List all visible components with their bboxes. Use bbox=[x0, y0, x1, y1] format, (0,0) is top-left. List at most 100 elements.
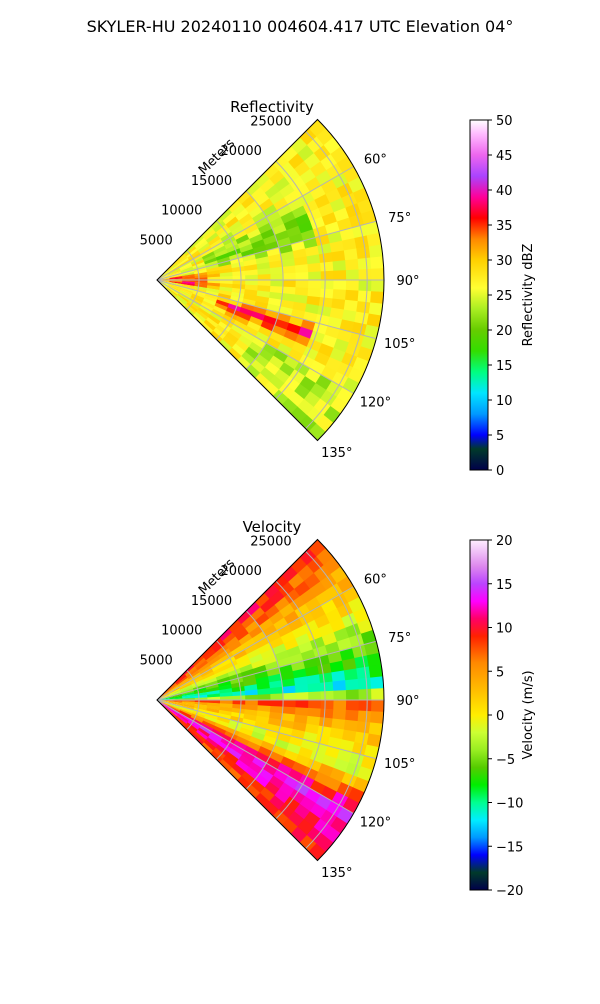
velocity-cell bbox=[206, 686, 220, 693]
velocity-cell bbox=[308, 539, 327, 558]
velocity-cell bbox=[284, 588, 301, 605]
reflectivity-cell bbox=[320, 270, 335, 281]
reflectivity-cell bbox=[260, 228, 276, 240]
reflectivity-cell bbox=[207, 280, 221, 284]
reflectivity-cell bbox=[192, 261, 206, 269]
reflectivity-cell bbox=[188, 298, 202, 308]
reflectivity-cell bbox=[366, 313, 382, 329]
velocity-cell bbox=[264, 583, 280, 600]
velocity-cell bbox=[329, 660, 345, 674]
velocity-range-label: 15000 bbox=[191, 594, 232, 609]
velocity-cell bbox=[345, 689, 360, 702]
velocity-cell bbox=[333, 690, 347, 701]
velocity-cell bbox=[176, 675, 189, 686]
velocity-colorbar-tick-label: 20 bbox=[496, 534, 513, 549]
velocity-cell bbox=[343, 719, 359, 733]
velocity-cell bbox=[282, 706, 297, 716]
reflectivity-cell bbox=[289, 175, 306, 192]
velocity-cell bbox=[185, 665, 197, 677]
velocity-cell bbox=[168, 705, 181, 712]
reflectivity-cell bbox=[313, 351, 331, 367]
reflectivity-cell bbox=[249, 233, 264, 245]
velocity-cell bbox=[305, 665, 320, 678]
reflectivity-cell bbox=[199, 305, 213, 315]
velocity-cell bbox=[192, 733, 205, 746]
velocity-cell bbox=[269, 686, 284, 695]
reflectivity-cell bbox=[192, 291, 206, 299]
reflectivity-cell bbox=[370, 291, 384, 305]
reflectivity-cell bbox=[273, 197, 289, 212]
reflectivity-cell bbox=[257, 326, 273, 339]
velocity-cell bbox=[181, 692, 195, 697]
velocity-cell bbox=[307, 682, 322, 693]
reflectivity-cell bbox=[360, 335, 377, 352]
velocity-cell bbox=[309, 780, 326, 796]
reflectivity-cell bbox=[345, 202, 362, 219]
reflectivity-azimuth-line bbox=[156, 279, 377, 340]
reflectivity-cell bbox=[230, 291, 245, 299]
velocity-cell bbox=[168, 703, 182, 710]
reflectivity-colorbar-tick-label: 15 bbox=[496, 359, 513, 374]
reflectivity-cell bbox=[192, 235, 205, 247]
velocity-cell bbox=[260, 598, 276, 614]
velocity-cell bbox=[203, 649, 217, 661]
reflectivity-cell bbox=[213, 245, 227, 255]
velocity-cell bbox=[342, 657, 357, 672]
reflectivity-cell bbox=[194, 283, 208, 289]
reflectivity-cell bbox=[235, 315, 250, 327]
velocity-cell bbox=[257, 688, 271, 696]
reflectivity-cell bbox=[250, 359, 266, 374]
reflectivity-cell bbox=[269, 285, 284, 294]
reflectivity-cell bbox=[177, 293, 190, 303]
reflectivity-cell bbox=[331, 250, 346, 263]
velocity-cell bbox=[329, 727, 345, 741]
velocity-cell bbox=[231, 644, 246, 657]
velocity-cell bbox=[257, 705, 271, 713]
velocity-cell bbox=[259, 618, 275, 632]
velocity-cell bbox=[207, 693, 221, 698]
velocity-cell bbox=[192, 711, 206, 719]
velocity-cell bbox=[175, 674, 187, 685]
reflectivity-colorbar-tick-label: 30 bbox=[496, 254, 513, 269]
reflectivity-cell bbox=[213, 220, 227, 233]
velocity-cell bbox=[270, 700, 284, 708]
velocity-cell bbox=[357, 618, 374, 635]
velocity-cell bbox=[209, 658, 224, 669]
velocity-cell bbox=[167, 684, 179, 694]
reflectivity-azimuth-line bbox=[156, 220, 377, 281]
velocity-cell bbox=[354, 655, 370, 670]
velocity-azimuth-label: 60° bbox=[364, 573, 387, 588]
velocity-cell bbox=[168, 690, 182, 697]
velocity-cell bbox=[224, 730, 239, 741]
reflectivity-cell bbox=[191, 259, 205, 267]
velocity-cell bbox=[255, 676, 270, 685]
reflectivity-cell bbox=[269, 169, 286, 186]
velocity-cell bbox=[213, 725, 227, 735]
velocity-cell bbox=[370, 711, 384, 725]
reflectivity-cell bbox=[306, 254, 321, 265]
velocity-cell bbox=[299, 796, 317, 813]
reflectivity-cell bbox=[181, 272, 195, 277]
velocity-cell bbox=[169, 701, 183, 705]
reflectivity-cell bbox=[294, 287, 309, 297]
reflectivity-cell bbox=[205, 317, 219, 329]
velocity-cell bbox=[179, 710, 193, 718]
velocity-cell bbox=[229, 715, 244, 724]
velocity-cell bbox=[212, 747, 226, 760]
velocity-cell bbox=[283, 775, 300, 791]
velocity-cell bbox=[233, 649, 248, 661]
velocity-cell bbox=[227, 767, 242, 782]
reflectivity-cell bbox=[274, 318, 290, 331]
velocity-cell bbox=[189, 717, 203, 726]
velocity-cell bbox=[241, 615, 256, 630]
velocity-cell bbox=[254, 792, 270, 808]
velocity-cell bbox=[292, 668, 308, 680]
velocity-cell bbox=[251, 659, 266, 670]
velocity-cell bbox=[214, 669, 229, 678]
velocity-cell bbox=[239, 663, 254, 674]
reflectivity-cell bbox=[179, 290, 193, 298]
reflectivity-cell bbox=[269, 190, 285, 206]
velocity-cell bbox=[179, 682, 193, 690]
reflectivity-cell bbox=[186, 247, 199, 258]
reflectivity-cell bbox=[329, 240, 345, 254]
